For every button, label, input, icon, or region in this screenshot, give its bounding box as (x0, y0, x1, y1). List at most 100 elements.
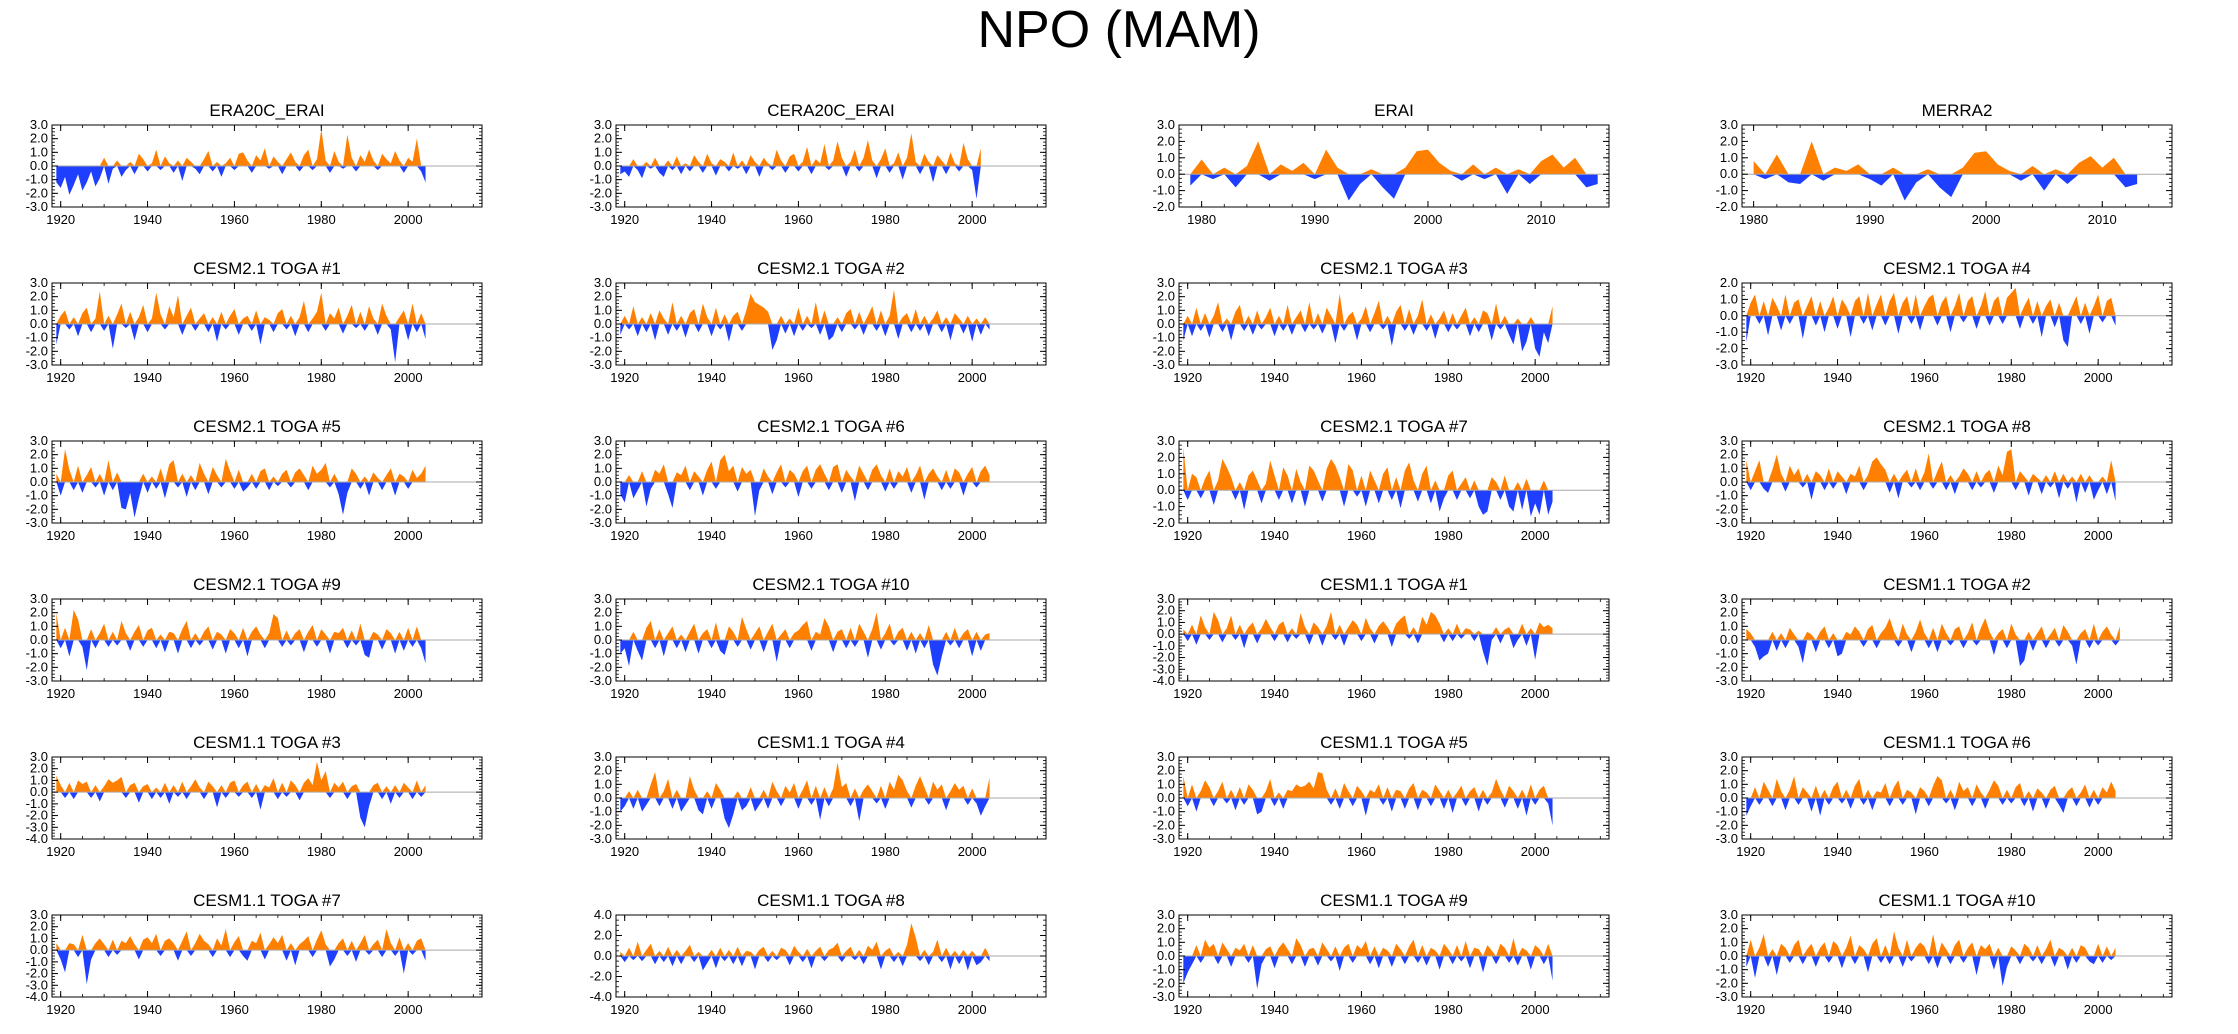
panel-title: CESM1.1 TOGA #8 (757, 891, 905, 910)
panel-title: CESM2.1 TOGA #4 (1883, 259, 2031, 278)
y-tick-label: -4.0 (26, 989, 48, 1004)
y-tick-label: 0.0 (30, 316, 48, 331)
panel-18: CESM1.1 TOGA #43.02.01.00.0-1.0-2.0-3.01… (590, 733, 1047, 859)
y-tick-label: -2.0 (1153, 975, 1175, 990)
negative-anomaly-area (56, 324, 426, 363)
panel-title: CESM2.1 TOGA #1 (193, 259, 341, 278)
x-tick-label: 1960 (1910, 1002, 1939, 1017)
y-tick-label: -2.0 (1153, 515, 1175, 530)
x-tick-label: 1920 (46, 844, 75, 859)
y-tick-label: -1.0 (1153, 638, 1175, 653)
y-tick-label: 4.0 (594, 907, 612, 922)
panel-9: CESM2.1 TOGA #53.02.01.00.0-1.0-2.0-3.01… (26, 417, 483, 543)
y-tick-label: 1.0 (30, 302, 48, 317)
x-tick-label: 1920 (1173, 844, 1202, 859)
y-tick-label: -1.0 (26, 330, 48, 345)
panel-8: CESM2.1 TOGA #4 2.01.0 0.0-1.0 -2.0-3.01920… (1716, 259, 2173, 385)
y-tick-label: 3.0 (1157, 117, 1175, 132)
y-tick-label: -2.0 (590, 185, 612, 200)
x-tick-label: 2010 (2088, 212, 2117, 227)
y-tick-label: 1.0 (1720, 460, 1738, 475)
positive-anomaly-area (1183, 772, 1553, 798)
positive-anomaly-area (56, 761, 426, 793)
negative-anomaly-area (56, 640, 426, 671)
x-tick-label: 1980 (1434, 844, 1463, 859)
x-tick-label: 1960 (1910, 686, 1939, 701)
x-tick-label: 1960 (220, 212, 249, 227)
y-tick-label: -2.0 (26, 343, 48, 358)
positive-anomaly-area (1746, 449, 2116, 482)
y-tick-label: 1.0 (1157, 302, 1175, 317)
y-tick-label: -2.0 (590, 343, 612, 358)
panel-title: ERA20C_ERAI (209, 101, 324, 120)
positive-anomaly-area (620, 612, 990, 640)
x-tick-label: 2000 (394, 1002, 423, 1017)
y-tick-label: 1.0 (594, 144, 612, 159)
y-tick-label: 1.0 (1157, 150, 1175, 165)
x-tick-label: 2000 (394, 212, 423, 227)
y-tick-label: -1.0 (1716, 488, 1738, 503)
y-tick-label: -2.0 (1153, 343, 1175, 358)
x-tick-label: 1960 (1347, 1002, 1376, 1017)
x-tick-label: 1920 (46, 370, 75, 385)
y-tick-label: -2.0 (26, 808, 48, 823)
y-tick-label: 3.0 (30, 275, 48, 290)
panel-title: CESM2.1 TOGA #6 (757, 417, 905, 436)
x-tick-label: 2000 (958, 686, 987, 701)
y-tick-label: -2.0 (1716, 659, 1738, 674)
panel-title: CESM2.1 TOGA #9 (193, 575, 341, 594)
panel-title: CESM1.1 TOGA #4 (757, 733, 905, 752)
x-tick-label: 1960 (784, 370, 813, 385)
x-tick-label: 1920 (1736, 370, 1765, 385)
y-tick-label: 3.0 (1720, 591, 1738, 606)
y-tick-label: -2.0 (590, 659, 612, 674)
y-tick-label: -1.0 (1153, 804, 1175, 819)
x-tick-label: 1920 (610, 1002, 639, 1017)
x-tick-label: 1920 (46, 528, 75, 543)
negative-anomaly-area (620, 640, 990, 676)
plot-frame (1741, 282, 2173, 366)
x-tick-label: 2000 (2084, 370, 2113, 385)
positive-anomaly-area (1746, 931, 2116, 956)
x-tick-label: 1980 (1739, 212, 1768, 227)
y-tick-label: 1.0 (594, 302, 612, 317)
y-tick-label: -3.0 (26, 673, 48, 688)
y-tick-label: 3.0 (1157, 591, 1175, 606)
positive-anomaly-area (56, 449, 426, 482)
panel-16: CESM1.1 TOGA #23.02.01.00.0-1.0-2.0-3.01… (1716, 575, 2173, 701)
y-tick-label: 0.0 (1157, 626, 1175, 641)
y-tick-label: 0.0 (1720, 308, 1738, 323)
y-tick-label: 3.0 (1157, 749, 1175, 764)
x-tick-label: 2000 (2084, 528, 2113, 543)
y-tick-label: 3.0 (30, 117, 48, 132)
y-tick-label: -1.0 (590, 330, 612, 345)
y-tick-label: -2.0 (1716, 199, 1738, 214)
x-tick-label: 1960 (220, 844, 249, 859)
plot-frame (51, 756, 483, 840)
x-tick-label: 1940 (133, 370, 162, 385)
x-tick-label: 1940 (133, 686, 162, 701)
panel-24: CESM1.1 TOGA #10 3.02.01.00.0-1.0-2.0-3.0… (1716, 891, 2173, 1017)
x-tick-label: 1940 (1260, 686, 1289, 701)
y-tick-label: 3.0 (594, 275, 612, 290)
y-tick-label: 1.0 (1720, 618, 1738, 633)
panel-title: MERRA2 (1922, 101, 1993, 120)
panel-title: CESM1.1 TOGA #9 (1320, 891, 1468, 910)
negative-anomaly-area (56, 950, 426, 985)
x-tick-label: 1920 (610, 212, 639, 227)
x-tick-label: 1980 (1997, 370, 2026, 385)
panel-14: CESM2.1 TOGA #10 3.02.01.00.0-1.0-2.0-3.0… (590, 575, 1047, 701)
y-tick-label: 1.0 (30, 930, 48, 945)
x-tick-label: 1920 (1736, 1002, 1765, 1017)
x-tick-label: 1940 (697, 1002, 726, 1017)
y-tick-label: -3.0 (590, 199, 612, 214)
x-tick-label: 1940 (1260, 844, 1289, 859)
x-tick-label: 1960 (784, 844, 813, 859)
x-tick-label: 1980 (1997, 844, 2026, 859)
y-tick-label: 1.0 (594, 460, 612, 475)
y-tick-label: 0.0 (30, 942, 48, 957)
